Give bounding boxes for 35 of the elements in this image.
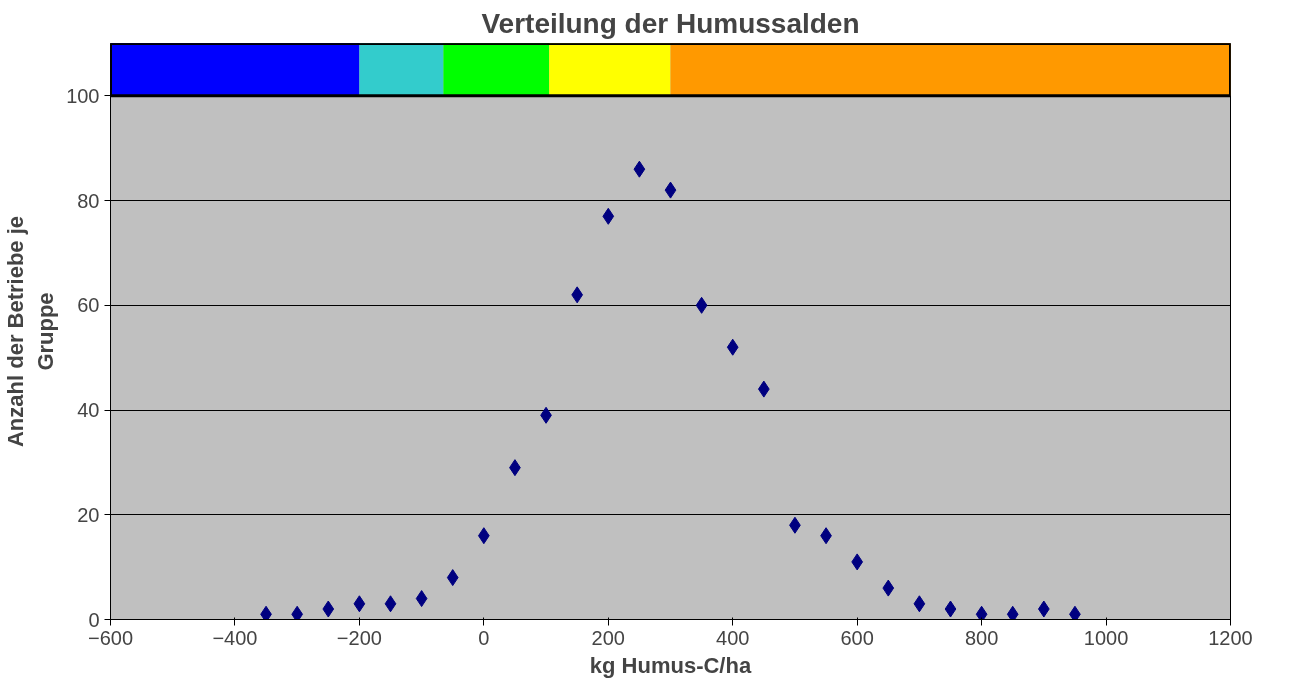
y-tick-label: 40 xyxy=(77,399,100,422)
point xyxy=(415,590,428,608)
point xyxy=(384,595,397,613)
x-tick-label: −400 xyxy=(212,626,258,649)
y-tick-label: 20 xyxy=(77,503,100,526)
x-tick-label: 800 xyxy=(964,626,999,649)
point xyxy=(633,160,646,178)
point xyxy=(1006,605,1019,620)
y-axis-title: Anzahl der Betriebe je Gruppe xyxy=(3,215,59,448)
y-tick-label: 60 xyxy=(77,294,100,317)
point xyxy=(602,207,615,225)
x-tick-label: −200 xyxy=(336,626,382,649)
x-tick-label: 1000 xyxy=(1083,626,1129,649)
point xyxy=(944,600,957,618)
point xyxy=(975,605,988,620)
point xyxy=(260,605,272,620)
point xyxy=(664,181,677,199)
point xyxy=(913,595,926,613)
point xyxy=(695,296,708,314)
y-tick-label: 100 xyxy=(66,84,100,107)
x-tick-label: 600 xyxy=(840,626,874,649)
point xyxy=(446,569,459,587)
x-tick-label: 0 xyxy=(478,626,490,649)
point xyxy=(322,600,335,618)
x-axis-title: kg Humus-C/ha xyxy=(589,652,752,678)
point xyxy=(882,579,895,597)
chart-title: Verteilung der Humussalden xyxy=(481,7,860,39)
point xyxy=(726,338,739,356)
x-tick-label: 1200 xyxy=(1208,626,1253,649)
x-tick-label: 200 xyxy=(591,626,625,649)
point xyxy=(291,605,303,620)
y-tick-label: 80 xyxy=(77,189,100,212)
point xyxy=(353,595,366,613)
x-tick-label: 400 xyxy=(716,626,750,649)
point xyxy=(1069,605,1081,620)
